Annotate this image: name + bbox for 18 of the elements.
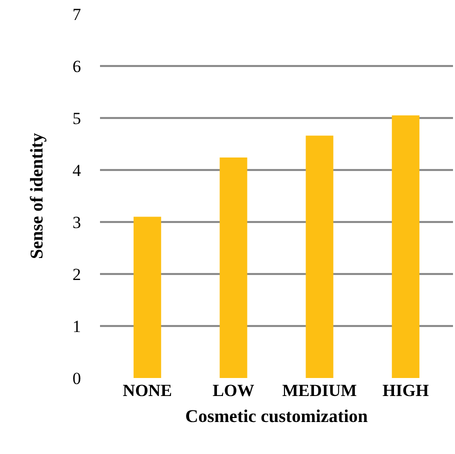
y-tick-label: 7 xyxy=(72,4,82,24)
bar xyxy=(220,158,248,378)
y-tick-label: 3 xyxy=(72,212,81,232)
y-tick-label: 4 xyxy=(72,160,82,180)
x-tick-label: NONE xyxy=(122,381,172,400)
y-tick-label: 0 xyxy=(72,368,81,388)
bar xyxy=(392,115,420,378)
bar xyxy=(306,136,334,378)
x-axis-title: Cosmetic customization xyxy=(185,406,368,426)
y-tick-label: 6 xyxy=(72,56,81,76)
x-tick-label: MEDIUM xyxy=(282,381,357,400)
y-tick-label: 5 xyxy=(72,108,81,128)
x-tick-label: HIGH xyxy=(382,381,429,400)
bar xyxy=(134,216,162,378)
x-tick-label: LOW xyxy=(212,381,254,400)
y-tick-label: 2 xyxy=(72,264,81,284)
y-axis-title: Sense of identity xyxy=(26,133,47,259)
y-tick-label: 1 xyxy=(72,316,81,336)
